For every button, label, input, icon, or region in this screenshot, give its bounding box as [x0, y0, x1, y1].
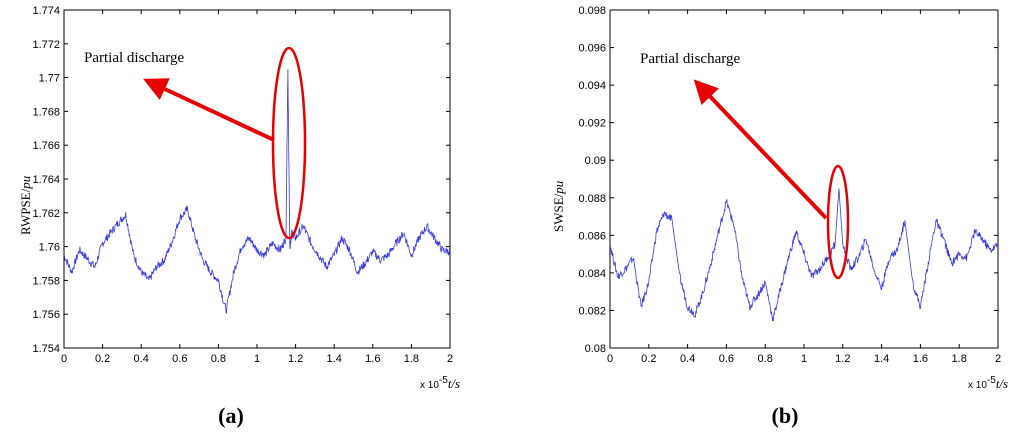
series-line-a — [63, 69, 451, 314]
x-tick-label-b: 0 — [607, 353, 613, 365]
y-tick-label-b: 0.092 — [578, 118, 606, 130]
y-tick-label-a: 1.764 — [32, 174, 60, 186]
highlight-ellipse-a — [271, 46, 307, 240]
x-tick-label-b: 0.4 — [680, 353, 695, 365]
panel-a: 1.754 1.756 1.758 1.76 1.762 1.764 1.766 1.768 1… — [18, 5, 460, 428]
y-tick-label-b: 0.088 — [578, 193, 606, 205]
x-tick-label-b: 1.6 — [913, 353, 928, 365]
y-tick-label-a: 1.756 — [32, 309, 60, 321]
x-tick-label-a: 2 — [447, 353, 453, 365]
x-tick-label-a: 0.4 — [134, 353, 149, 365]
y-tick-label-a: 1.774 — [32, 5, 60, 17]
y-tick-label-b: 0.094 — [578, 80, 606, 92]
x-tick-label-b: 1 — [801, 353, 807, 365]
x-tick-label-a: 1 — [254, 353, 260, 365]
annotation-text-b: Partial discharge — [640, 51, 740, 67]
y-axis-label-b: SWSE/pu — [551, 180, 566, 232]
x-tick-label-a: 1.2 — [288, 353, 303, 365]
series-line-b — [609, 188, 999, 322]
x-tick-label-a: 0 — [61, 353, 67, 365]
y-tick-label-a: 1.76 — [39, 242, 60, 254]
x-tick-label-b: 0.8 — [758, 353, 773, 365]
y-tick-label-a: 1.772 — [32, 39, 60, 51]
panel-b: 0.08 0.082 0.084 0.086 0.088 0.09 0.092 0.094 0.… — [551, 5, 1008, 428]
annotation-arrow-b — [693, 79, 828, 220]
x-tick-label-b: 1.4 — [874, 353, 889, 365]
y-tick-label-a: 1.766 — [32, 140, 60, 152]
x-tick-label-a: 0.6 — [172, 353, 187, 365]
annotation-text-a: Partial discharge — [84, 50, 184, 66]
y-axis-ticks-a: 1.754 1.756 1.758 1.76 1.762 1.764 1.766 1.768 1… — [32, 5, 450, 355]
y-tick-label-b: 0.08 — [585, 343, 606, 355]
y-tick-label-a: 1.758 — [32, 275, 60, 287]
x-axis-label-b: x 10-5t/s — [968, 375, 1008, 391]
y-axis-ticks-b: 0.08 0.082 0.084 0.086 0.088 0.09 0.092 0.094 0.… — [578, 5, 998, 355]
x-axis-ticks-b: 0 0.2 0.4 0.6 0.8 1 1.2 1.4 1.6 1.8 2 — [607, 10, 1001, 365]
y-tick-label-b: 0.084 — [578, 268, 606, 280]
y-tick-label-a: 1.754 — [32, 343, 60, 355]
y-tick-label-b: 0.086 — [578, 230, 606, 242]
x-tick-label-b: 1.2 — [835, 353, 850, 365]
y-tick-label-a: 1.77 — [39, 73, 60, 85]
highlight-ellipse-b — [826, 164, 850, 280]
x-tick-label-b: 1.8 — [952, 353, 967, 365]
annotation-arrow-a — [143, 78, 275, 142]
y-tick-label-a: 1.768 — [32, 106, 60, 118]
x-tick-label-a: 1.8 — [404, 353, 419, 365]
x-tick-label-a: 1.4 — [327, 353, 342, 365]
x-axis-label-a: x 10-5t/s — [420, 375, 460, 391]
y-tick-label-b: 0.098 — [578, 5, 606, 17]
panel-label-a: (a) — [218, 403, 244, 428]
panel-label-b: (b) — [772, 403, 799, 428]
x-axis-ticks-a: 0 0.2 0.4 0.6 0.8 1 1.2 1.4 1.6 1.8 2 — [61, 10, 453, 365]
x-tick-label-a: 0.2 — [95, 353, 110, 365]
y-axis-label-a: RWPSE/pu — [18, 175, 33, 235]
x-tick-label-b: 2 — [995, 353, 1001, 365]
x-tick-label-b: 0.2 — [641, 353, 656, 365]
y-tick-label-b: 0.082 — [578, 305, 606, 317]
x-tick-label-a: 0.8 — [211, 353, 226, 365]
y-tick-label-b: 0.09 — [585, 155, 606, 167]
x-tick-label-b: 0.6 — [719, 353, 734, 365]
x-tick-label-a: 1.6 — [365, 353, 380, 365]
y-tick-label-a: 1.762 — [32, 208, 60, 220]
y-tick-label-b: 0.096 — [578, 43, 606, 55]
